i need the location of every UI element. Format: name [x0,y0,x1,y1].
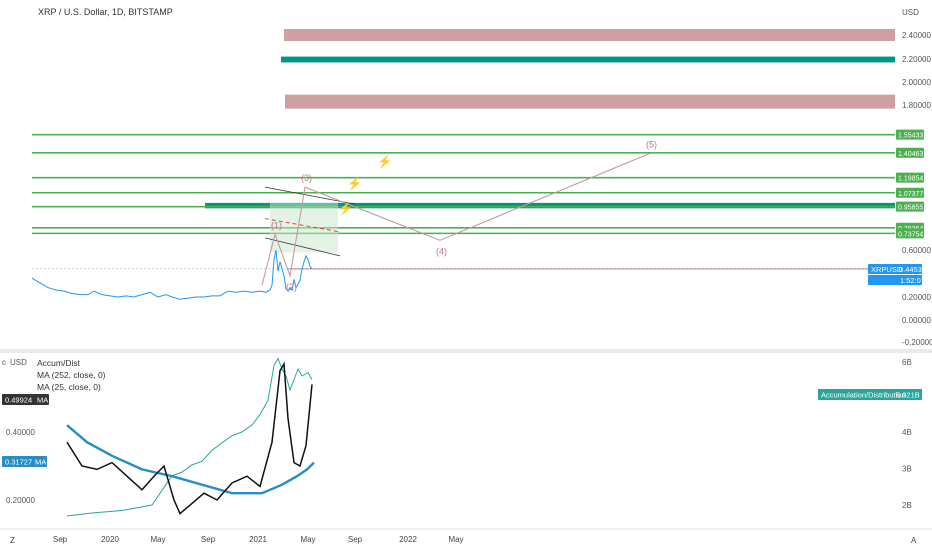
projection-zone [270,202,338,253]
level-value: 1.55433 [898,133,923,140]
time-tick-label: Sep [53,535,68,544]
price-tick-label: 1.80000 [902,101,931,110]
indicator-right-tick: 6B [902,358,912,367]
wave-label: (5) [646,139,657,149]
time-tick-label: Sep [201,535,216,544]
last-price-value: 0.44533 [899,265,926,274]
price-tick-label: 2.40000 [902,31,931,40]
countdown-badge [868,275,922,285]
accum-dist-line [66,357,313,517]
price-tick-label: 0.60000 [902,246,931,255]
level-value: 0.73754 [898,231,923,238]
indicator-axis-unit: USD [10,358,27,367]
dashed-trend-line [264,218,341,233]
time-tick-label: 2021 [249,535,267,544]
wave-label: (3) [301,173,312,183]
time-tick-label: 2022 [399,535,417,544]
level-value: 1.07377 [898,191,923,198]
time-tick-label: 2020 [101,535,119,544]
indicator-left-tick: 0.40000 [6,428,35,437]
elliott-wave-path [261,152,651,286]
last-price-symbol: XRPUSD [871,265,903,274]
level-badge [896,201,924,212]
zone-band [285,94,895,109]
price-tick-label: 2.00000 [902,78,931,87]
wave-label: (2) [286,282,297,292]
level-badge [896,129,924,140]
ma-short-badge [2,456,47,467]
wave-label: (1) [271,220,282,230]
lightning-icon: ⚡ [377,155,392,169]
axes: 2.40000 2.20000 2.00000 1.80000 0.60000 0.200… [6,31,932,544]
timezone-button[interactable]: Z [10,536,15,545]
panel-divider[interactable] [0,349,932,353]
indicator-right-tick: 4B [902,428,912,437]
ma-long-tag: MA [37,396,48,405]
zone-band [205,202,895,209]
indicator-pane[interactable] [66,357,315,517]
lightning-icon: ⚡ [338,202,353,216]
main-pane[interactable]: 1.554331.404631.198541.073770.958550.783… [31,29,924,300]
level-badge [896,187,924,198]
ad-value: 5.021B [896,391,920,400]
zone-band [284,29,895,41]
level-badge [896,147,924,158]
ma-long-badge [2,394,49,405]
chart-title: XRP / U.S. Dollar, 1D, BITSTAMP [38,7,173,17]
currency-icon: c [2,358,6,367]
time-tick-label: May [150,535,165,544]
level-value: 1.19854 [898,176,923,183]
indicator-right-tick: 2B [902,501,912,510]
price-axis-unit: USD [902,8,919,17]
level-badge [896,228,924,239]
ad-badge [818,389,922,400]
countdown-text: 1:52:07 [900,276,925,285]
ma-short-value: 0.31727 [5,458,32,467]
indicator-ma-long[interactable]: MA (252, close, 0) [37,370,106,380]
price-series-line [31,249,313,300]
time-tick-label: Sep [348,535,363,544]
auto-scale-button[interactable]: A [911,536,917,545]
indicator-ma-short[interactable]: MA (25, close, 0) [37,382,101,392]
price-tick-label: 2.20000 [902,55,931,64]
ma-short-line [66,361,313,515]
level-value: 0.95855 [898,205,923,212]
indicator-name[interactable]: Accum/Dist [37,358,81,368]
indicator-left-tick: 0.20000 [6,496,35,505]
time-tick-label: May [448,535,463,544]
price-tick-label: 0.20000 [902,293,931,302]
ma-long-line [66,424,315,495]
time-tick-label: May [300,535,315,544]
wave-label: (4) [436,246,447,256]
lightning-icon: ⚡ [347,176,362,190]
last-price-badge [868,264,922,274]
zone-band [281,56,895,63]
ma-long-value: 0.49924 [5,396,32,405]
level-badge [896,172,924,183]
indicator-right-tick: 3B [902,465,912,474]
price-tick-label: -0.20000 [902,338,932,347]
ad-label: Accumulation/Distribution [821,391,906,400]
level-value: 1.40463 [898,151,923,158]
price-tick-label: 0.00000 [902,316,931,325]
ma-short-tag: MA [35,458,46,467]
